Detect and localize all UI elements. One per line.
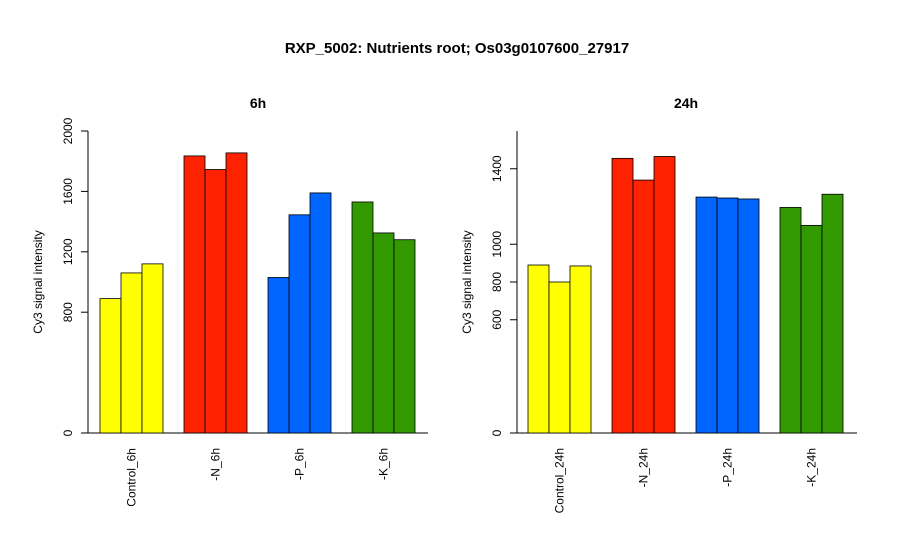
panel-title: 24h <box>674 95 698 111</box>
bar <box>225 152 248 434</box>
bar <box>800 224 823 434</box>
y-tick-label: 800 <box>61 302 75 322</box>
bar <box>99 298 122 434</box>
y-tick-label: 1400 <box>490 155 504 182</box>
y-tick-label: 0 <box>61 429 75 436</box>
bar <box>779 207 802 434</box>
bar <box>393 239 416 434</box>
x-tick-label: -N_6h <box>209 448 223 481</box>
x-tick-label: -K_6h <box>377 448 391 480</box>
y-tick-label: 1200 <box>61 238 75 265</box>
bar <box>183 155 206 434</box>
bar <box>372 232 395 434</box>
y-tick-label: 1600 <box>61 178 75 205</box>
panel-24h: 24h 0 600 800 1000 1400 Cy3 signal intensity Co… <box>460 95 857 513</box>
x-tick-label: -K_24h <box>805 448 819 487</box>
bar <box>569 265 592 434</box>
bar <box>141 263 164 434</box>
bar <box>527 264 550 434</box>
bar <box>351 201 374 434</box>
panel-6h: 6h 0 800 1200 1600 2000 Cy3 signal intensity Co… <box>31 95 428 507</box>
bar <box>204 169 227 434</box>
bar <box>548 281 571 434</box>
bar <box>653 156 676 434</box>
figure-title: RXP_5002: Nutrients root; Os03g0107600_2… <box>285 40 629 57</box>
bar <box>695 196 718 434</box>
y-tick-label: 600 <box>490 309 504 329</box>
bar <box>309 192 332 434</box>
bar <box>821 193 844 434</box>
bar <box>632 179 655 434</box>
x-tick-label: -P_24h <box>721 448 735 487</box>
y-tick-label: 1000 <box>490 231 504 258</box>
y-tick-label: 0 <box>490 429 504 436</box>
x-tick-label: -N_24h <box>637 448 651 487</box>
bar <box>288 214 311 434</box>
x-tick-label: Control_24h <box>553 448 567 513</box>
bar <box>611 157 634 434</box>
y-tick-label: 2000 <box>61 117 75 144</box>
y-axis-label: Cy3 signal intensity <box>460 230 474 333</box>
x-tick-label: Control_6h <box>125 448 139 507</box>
panel-title: 6h <box>250 95 266 111</box>
bar <box>716 197 739 434</box>
x-tick-label: -P_6h <box>293 448 307 480</box>
y-tick-label: 800 <box>490 272 504 292</box>
bar <box>120 272 143 434</box>
y-axis-label: Cy3 signal intensity <box>31 230 45 333</box>
bar <box>737 198 760 434</box>
bar <box>267 277 290 434</box>
